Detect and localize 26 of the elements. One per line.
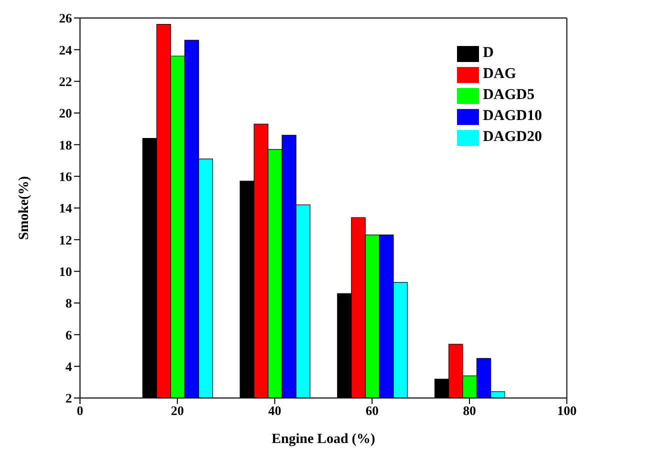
y-tick-label: 4 — [66, 358, 72, 374]
y-tick-label: 16 — [59, 168, 72, 184]
y-tick-label: 24 — [59, 42, 72, 58]
x-tick-label: 0 — [76, 403, 84, 418]
legend-label: DAGD20 — [482, 129, 542, 146]
legend-label: D — [482, 45, 494, 62]
x-tick-label: 80 — [462, 403, 476, 418]
y-tick-label: 18 — [59, 137, 72, 152]
y-tick-label: 14 — [59, 200, 72, 216]
x-tick-label: 40 — [268, 403, 282, 418]
legend-label: DAG — [482, 66, 516, 83]
y-tick-label: 10 — [59, 264, 72, 279]
y-tick-label: 8 — [66, 296, 72, 311]
y-tick-label: 22 — [59, 74, 72, 89]
x-axis-title: Engine Load (%) — [272, 432, 376, 447]
legend-label: DAGD10 — [482, 108, 542, 125]
y-axis-title: Smoke(%) — [16, 176, 32, 240]
y-tick-label: 12 — [59, 232, 72, 248]
legend-label: DAGD5 — [482, 87, 534, 104]
y-tick-label: 2 — [66, 390, 72, 406]
x-tick-label: 20 — [170, 403, 184, 418]
y-tick-label: 20 — [59, 106, 72, 121]
x-tick-label: 60 — [366, 403, 379, 418]
y-tick-label: 26 — [59, 10, 72, 26]
x-tick-label: 100 — [557, 403, 577, 418]
y-tick-label: 6 — [66, 327, 72, 342]
